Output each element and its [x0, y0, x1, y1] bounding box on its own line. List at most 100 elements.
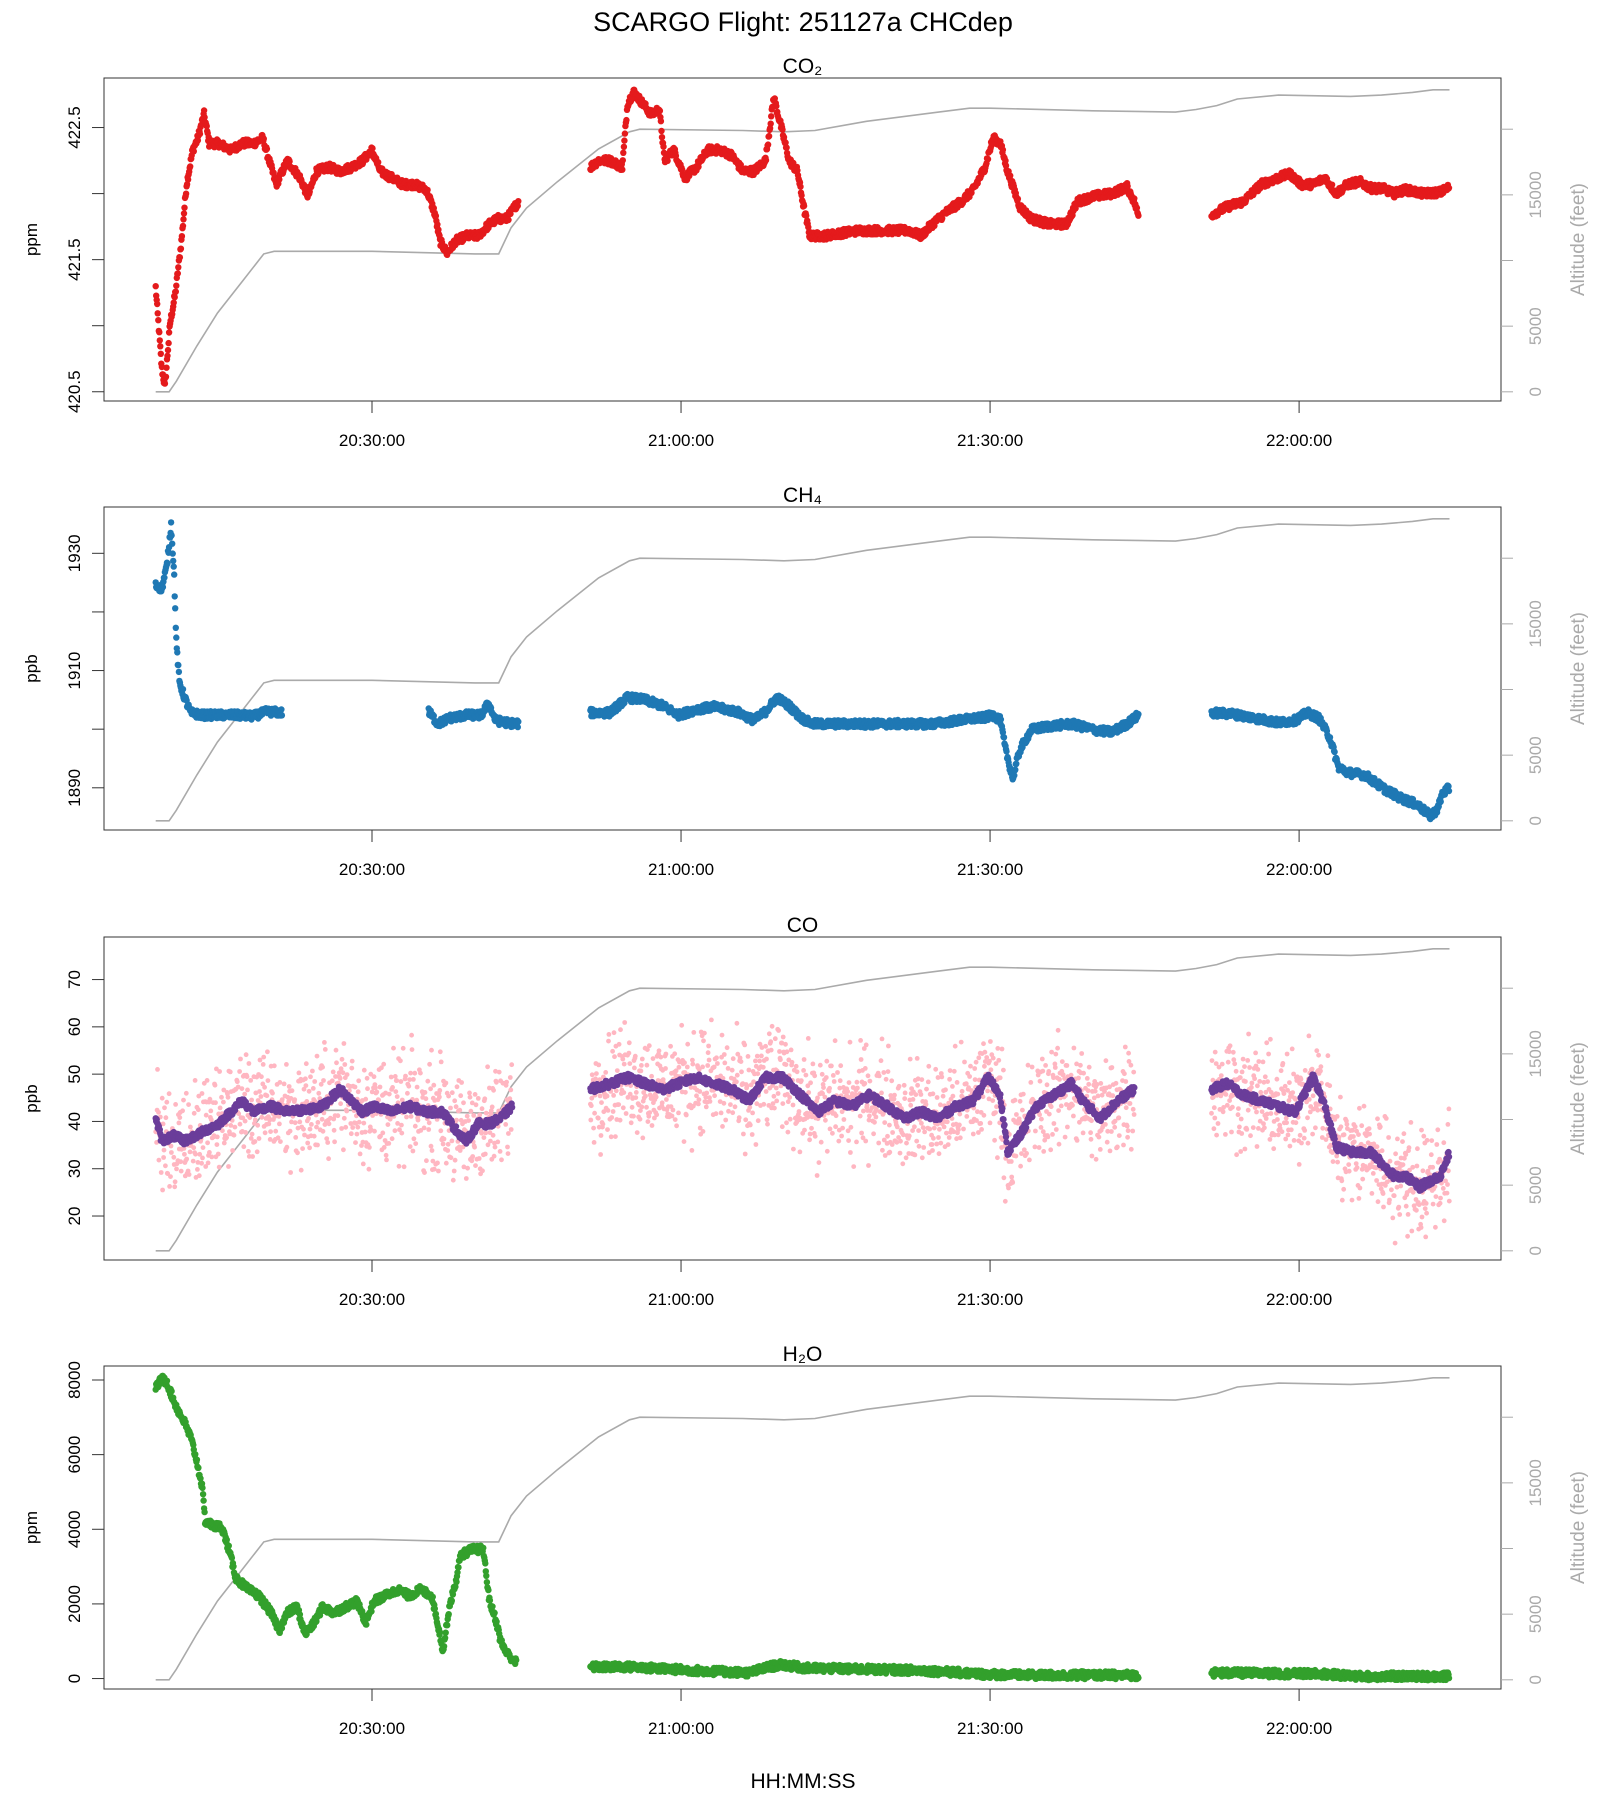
co-raw-point — [495, 1139, 501, 1145]
co2-point — [657, 118, 665, 125]
co-raw-point — [259, 1114, 265, 1120]
co-raw-point — [341, 1041, 347, 1046]
co-raw-point — [286, 1084, 292, 1089]
altitude-tick-label: 0 — [1526, 387, 1545, 396]
panel-title: CO₂ — [783, 55, 823, 78]
co-raw-point — [468, 1108, 474, 1114]
co-raw-point — [156, 1109, 161, 1115]
ch4-point — [430, 712, 437, 719]
co-raw-point — [166, 1091, 172, 1097]
co-raw-point — [203, 1112, 209, 1118]
co-raw-point — [228, 1123, 234, 1128]
co-raw-point — [491, 1153, 497, 1159]
co-raw-point — [396, 1163, 402, 1169]
co-raw-point — [281, 1081, 287, 1087]
co2-point — [184, 176, 192, 183]
co2-point — [424, 186, 431, 194]
co-raw-point — [404, 1114, 409, 1120]
co-raw-point — [330, 1069, 336, 1075]
co2-point — [1135, 212, 1142, 219]
co-raw-point — [249, 1131, 255, 1137]
co-raw-point — [155, 1067, 160, 1072]
co-raw-point — [356, 1119, 362, 1125]
co-raw-point — [297, 1119, 303, 1125]
co-raw-point — [271, 1063, 277, 1069]
co-raw-point — [361, 1067, 367, 1073]
co-raw-point — [403, 1073, 408, 1079]
co-raw-point — [414, 1084, 420, 1090]
co-raw-point — [477, 1112, 483, 1118]
co-raw-point — [163, 1115, 169, 1121]
co-raw-point — [482, 1096, 488, 1102]
co-raw-point — [322, 1040, 327, 1045]
co-raw-point — [353, 1140, 358, 1145]
co-raw-point — [252, 1139, 258, 1144]
altitude-tick-label: 5000 — [1526, 736, 1545, 774]
co-raw-point — [190, 1158, 196, 1164]
co-raw-point — [333, 1047, 339, 1053]
co-raw-point — [304, 1099, 310, 1104]
co-raw-point — [373, 1085, 378, 1091]
co-raw-point — [472, 1144, 477, 1150]
co-raw-point — [248, 1078, 254, 1083]
co-raw-point — [277, 1121, 282, 1127]
co2-point — [152, 283, 159, 290]
co-raw-point — [209, 1154, 215, 1160]
co-raw-point — [252, 1117, 258, 1123]
co-raw-point — [307, 1145, 312, 1151]
co-raw-point — [224, 1135, 230, 1140]
co-raw-point — [415, 1117, 421, 1123]
co-raw-point — [411, 1077, 416, 1082]
co2-point — [762, 157, 770, 164]
ch4-point — [169, 540, 176, 547]
co-raw-point — [437, 1088, 443, 1093]
co2-point — [165, 339, 172, 347]
co-raw-point — [219, 1094, 224, 1100]
co2-point — [157, 350, 164, 357]
ch4-point — [175, 661, 182, 669]
co-raw-point — [449, 1090, 455, 1096]
co2-point — [276, 176, 283, 183]
co-raw-point — [440, 1141, 446, 1147]
ch4-point — [172, 605, 179, 612]
co-raw-point — [394, 1078, 400, 1083]
co2-point — [181, 204, 188, 211]
co-raw-point — [182, 1151, 187, 1157]
co-raw-point — [237, 1069, 243, 1074]
co-raw-point — [341, 1115, 347, 1121]
co-raw-point — [205, 1140, 211, 1146]
co2-point — [432, 212, 440, 220]
co-raw-point — [258, 1094, 264, 1099]
co-raw-point — [421, 1125, 427, 1131]
co-raw-point — [383, 1152, 389, 1158]
co-raw-point — [392, 1128, 398, 1134]
co-raw-point — [409, 1047, 415, 1052]
co-raw-point — [426, 1127, 432, 1132]
co-raw-point — [184, 1156, 190, 1162]
co-raw-point — [306, 1116, 311, 1121]
co2-point — [154, 310, 161, 317]
co-raw-point — [354, 1131, 360, 1137]
co-raw-point — [393, 1089, 399, 1094]
ch4-point — [172, 624, 179, 631]
co-raw-point — [350, 1125, 356, 1130]
co-raw-point — [295, 1150, 300, 1156]
co-raw-point — [227, 1069, 233, 1075]
co-raw-point — [208, 1108, 214, 1114]
co-raw-point — [410, 1148, 416, 1154]
co-raw-point — [372, 1128, 377, 1134]
co-raw-point — [497, 1149, 503, 1154]
co2-point — [172, 288, 179, 295]
co-raw-point — [303, 1061, 309, 1067]
co-raw-point — [389, 1136, 395, 1142]
co2-point — [182, 190, 190, 197]
co2-point — [765, 132, 773, 140]
co-raw-point — [392, 1074, 398, 1079]
co-raw-point — [473, 1163, 478, 1168]
co-raw-point — [413, 1141, 419, 1146]
co-raw-point — [312, 1079, 318, 1084]
co2-point — [164, 346, 172, 354]
co2-point — [505, 216, 512, 224]
x-tick-label: 21:30:00 — [957, 860, 1023, 879]
co-raw-point — [174, 1166, 179, 1172]
